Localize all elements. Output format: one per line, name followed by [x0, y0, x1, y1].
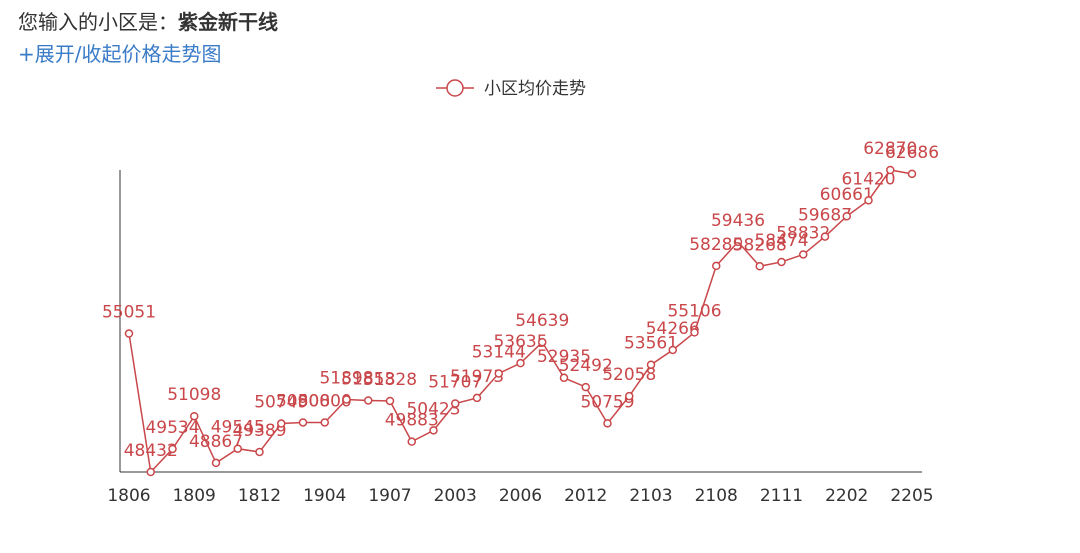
data-label: 50423	[406, 399, 460, 419]
point	[298, 418, 308, 427]
data-label: 49389	[232, 421, 286, 441]
x-tick-label: 2003	[434, 486, 477, 506]
point	[146, 467, 155, 477]
point	[559, 373, 569, 383]
data-label: 53561	[624, 334, 678, 354]
point	[277, 419, 286, 428]
x-tick-label: 1812	[238, 486, 281, 506]
point	[451, 399, 460, 408]
point	[516, 358, 525, 368]
point	[255, 447, 264, 457]
point	[538, 337, 547, 347]
data-label: 59436	[711, 211, 765, 231]
data-label: 62686	[885, 143, 939, 163]
point	[668, 345, 677, 355]
data-label: 50800	[298, 391, 352, 411]
point	[364, 396, 373, 405]
data-label: 50749	[254, 393, 308, 413]
x-tick-label: 2202	[825, 486, 868, 506]
point	[820, 232, 830, 241]
point	[733, 237, 743, 247]
point	[581, 382, 590, 392]
data-label: 51707	[428, 372, 482, 392]
data-label: 52492	[559, 356, 613, 376]
point	[385, 396, 395, 406]
point	[864, 196, 873, 205]
data-label: 53635	[493, 332, 547, 352]
point	[646, 360, 656, 369]
data-label: 60661	[820, 185, 874, 205]
point	[342, 395, 351, 404]
data-label: 50800	[276, 391, 330, 411]
data-label: 61420	[841, 169, 895, 189]
data-label: 52935	[537, 347, 591, 367]
data-label: 54639	[515, 311, 569, 331]
data-label: 48432	[124, 441, 178, 461]
community-name: 紫金新干线	[178, 10, 278, 34]
point	[907, 169, 917, 179]
data-label: 55106	[667, 301, 721, 321]
point	[407, 437, 416, 446]
data-label: 50759	[580, 392, 634, 412]
legend-icon	[446, 79, 464, 97]
data-label: 62870	[863, 139, 917, 159]
point	[494, 369, 503, 378]
point	[190, 411, 199, 421]
point	[712, 261, 721, 271]
prompt: 您输入的小区是：	[18, 10, 178, 34]
data-label: 58268	[733, 235, 787, 255]
point	[625, 391, 634, 401]
data-label: 49883	[385, 411, 439, 431]
point	[886, 165, 895, 175]
header-line: 您输入的小区是：紫金新干线	[18, 6, 278, 35]
data-label: 53144	[472, 342, 526, 362]
data-label: 58474	[754, 231, 808, 251]
x-tick-label: 2111	[760, 486, 803, 506]
point	[755, 262, 764, 271]
data-label: 51973	[450, 367, 504, 387]
data-label: 58832	[776, 223, 830, 243]
data-label: 59687	[798, 206, 852, 226]
point	[472, 393, 482, 403]
legend-label: 小区均价走势	[484, 79, 586, 99]
x-tick-label: 1907	[368, 486, 411, 506]
x-tick-label: 2108	[695, 486, 738, 506]
data-label: 58285	[689, 235, 743, 255]
data-label: 52058	[602, 365, 656, 385]
data-label: 51898	[319, 369, 373, 389]
point	[429, 426, 438, 435]
data-label: 48867	[189, 432, 243, 452]
data-label: 51828	[363, 370, 417, 390]
point	[211, 458, 221, 468]
point	[233, 444, 242, 453]
data-label: 54266	[646, 319, 700, 339]
x-tick-label: 2205	[890, 486, 933, 506]
data-label: 51853	[341, 369, 395, 389]
x-tick-label: 2006	[499, 486, 542, 506]
point	[603, 419, 612, 428]
x-tick-label: 1806	[107, 486, 150, 506]
x-tick-label: 2012	[564, 486, 607, 506]
data-label: 49534	[145, 418, 199, 438]
x-tick-label: 1809	[173, 486, 216, 506]
point	[168, 444, 177, 454]
x-tick-label: 2103	[629, 486, 672, 506]
point	[320, 418, 329, 427]
data-label: 51098	[167, 385, 221, 405]
data-label: 55051	[102, 303, 156, 323]
point	[799, 250, 808, 259]
x-tick-label: 1904	[303, 486, 346, 506]
point	[842, 211, 851, 221]
point	[124, 329, 134, 338]
data-label: 49545	[211, 418, 265, 438]
point	[777, 257, 786, 267]
point	[690, 328, 699, 337]
toggle-link[interactable]: +展开/收起价格走势图	[18, 42, 222, 66]
